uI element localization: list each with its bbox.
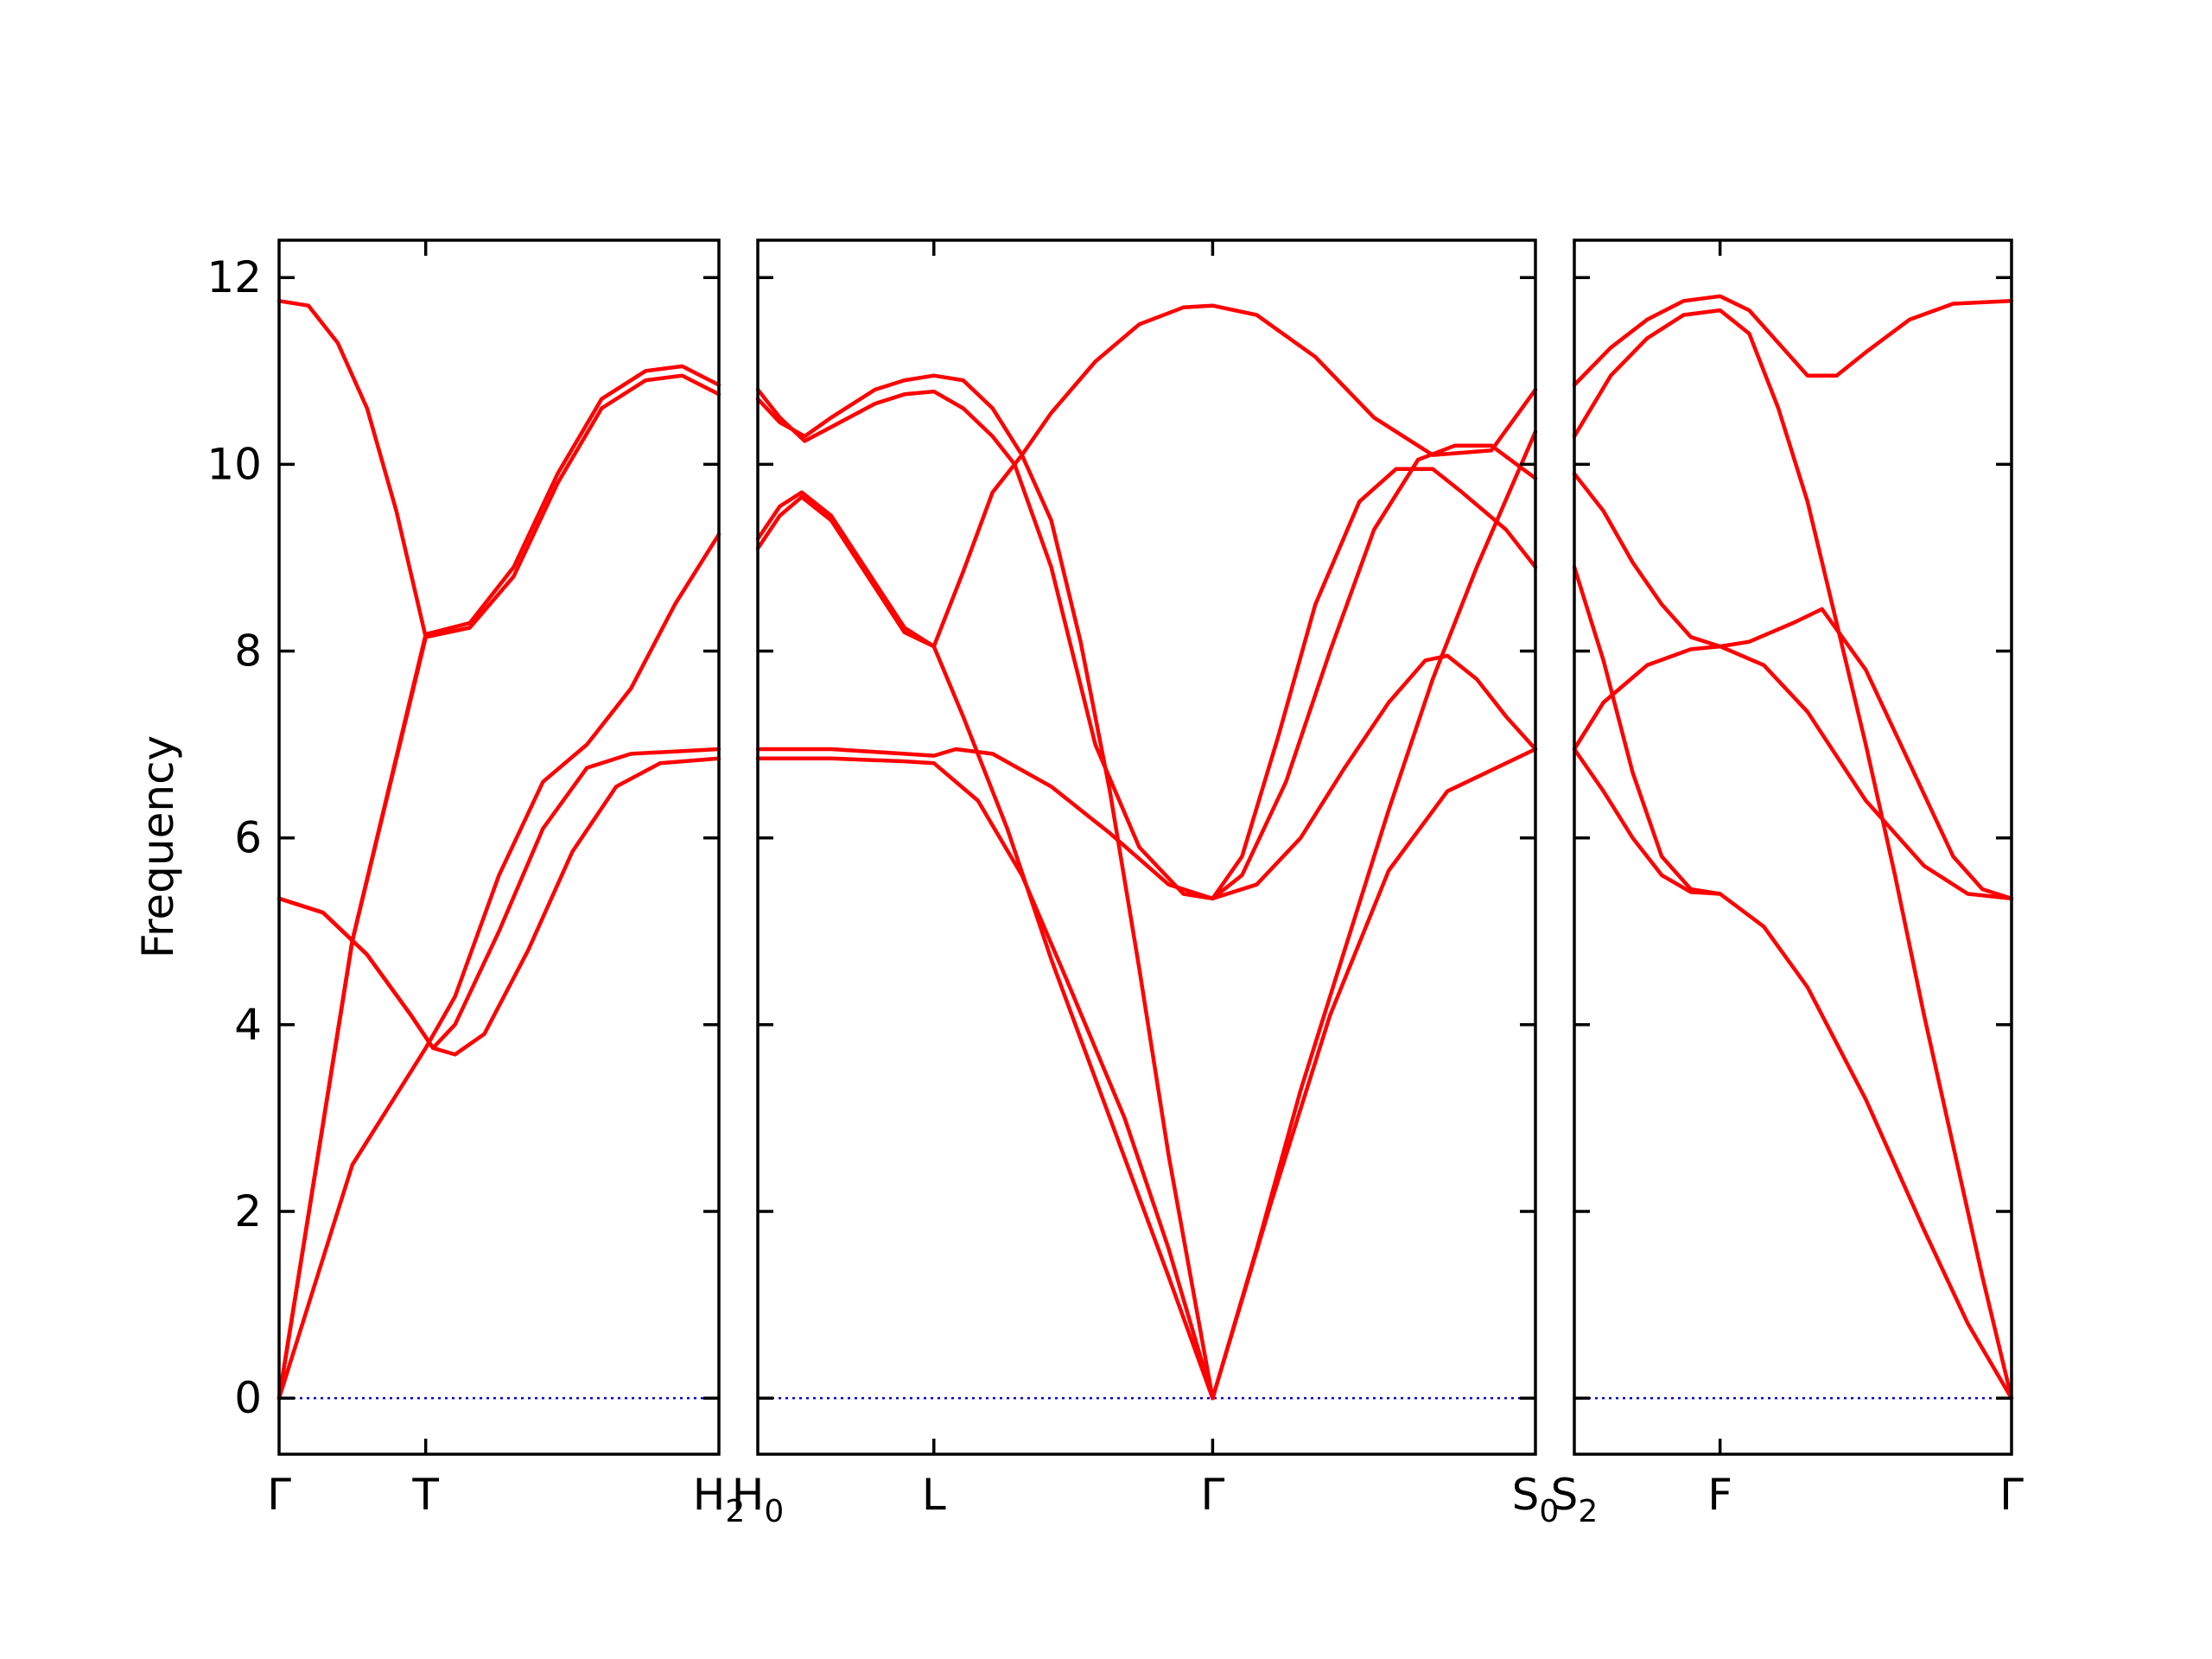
band-line-5	[755, 756, 1215, 1401]
y-tick-label: 4	[234, 1000, 262, 1050]
kpoint-subscript: 0	[764, 1494, 784, 1529]
band-line-5	[1572, 747, 1722, 896]
band-line-6	[755, 747, 1215, 901]
band-line-4	[276, 299, 428, 639]
kpoint-label: Γ	[267, 1470, 291, 1520]
panel-frame	[756, 238, 1537, 1456]
kpoint-label: L	[922, 1470, 946, 1520]
band-line-11	[1211, 747, 1538, 1401]
band-line-1	[755, 373, 1215, 1401]
panel-frame	[1573, 238, 2013, 1456]
panel-2: H0 L Γ S0	[732, 238, 1559, 1529]
y-tick-label: 12	[207, 252, 262, 302]
band-line-1	[1572, 294, 2014, 387]
kpoint-subscript: 0	[1539, 1494, 1559, 1529]
band-line-1	[276, 532, 721, 1401]
y-tick-label: 6	[234, 813, 262, 863]
band-line-4	[755, 490, 1215, 1401]
band-line-10	[1211, 429, 1538, 1401]
band-line-9	[1211, 443, 1538, 901]
kpoint-label: Γ	[1999, 1470, 2024, 1520]
y-tick-label: 0	[234, 1373, 262, 1423]
band-line-6	[1572, 644, 2014, 901]
band-line-2	[755, 387, 1215, 901]
y-tick-label: 10	[207, 439, 262, 489]
y-axis-label: Frequency	[133, 735, 183, 958]
kpoint-label: T	[411, 1470, 439, 1520]
band-line-2	[1572, 308, 2014, 1401]
kpoint-label: Γ	[1200, 1470, 1224, 1520]
band-line-7	[1211, 653, 1538, 901]
band-line-8	[1211, 467, 1538, 901]
band-line-5	[276, 756, 721, 1057]
kpoint-label: S2	[1551, 1470, 1599, 1529]
band-line-3	[276, 364, 721, 1401]
band-line-7	[276, 635, 428, 1401]
kpoint-subscript: 2	[725, 1494, 745, 1529]
panel-3: S2 F Γ	[1551, 238, 2024, 1529]
panel-frame	[277, 238, 721, 1456]
y-tick-label: 2	[234, 1186, 262, 1236]
kpoint-subscript: 2	[1578, 1494, 1598, 1529]
y-tick-label: 8	[234, 626, 262, 677]
band-line-2	[276, 373, 721, 1401]
kpoint-label: F	[1707, 1470, 1732, 1520]
band-line-3	[755, 303, 1538, 649]
band-line-4	[1572, 565, 2014, 1401]
band-line-3	[1572, 471, 2014, 901]
